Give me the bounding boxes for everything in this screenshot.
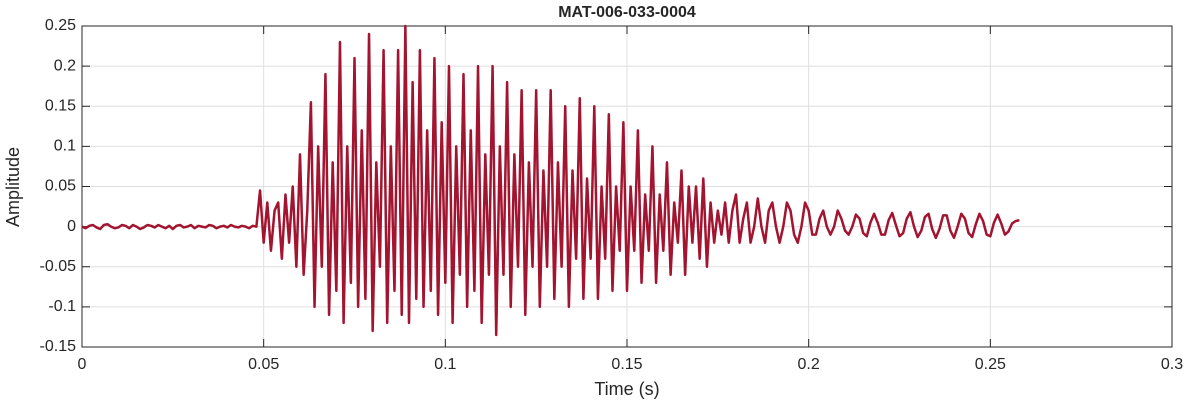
- y-tick-label: -0.15: [40, 338, 77, 355]
- chart-title: MAT-006-033-0004: [558, 4, 696, 21]
- x-tick-label: 0.15: [611, 356, 642, 373]
- y-tick-label: 0.05: [45, 178, 76, 195]
- y-tick-label: 0.15: [45, 97, 76, 114]
- x-tick-label: 0.05: [248, 356, 279, 373]
- x-tick-label: 0.1: [434, 356, 456, 373]
- y-tick-label: -0.1: [48, 298, 76, 315]
- x-axis-label: Time (s): [594, 379, 659, 399]
- x-tick-label: 0: [78, 356, 87, 373]
- y-tick-label: -0.05: [40, 258, 77, 275]
- x-tick-label: 0.25: [975, 356, 1006, 373]
- plot-frame: [81, 25, 1173, 348]
- y-tick-label: 0: [67, 218, 76, 235]
- x-tick-label: 0.2: [798, 356, 820, 373]
- y-tick-label: 0.25: [45, 17, 76, 34]
- y-tick-label: 0.1: [54, 138, 76, 155]
- waveform-line: [81, 24, 1020, 337]
- x-tick-label: 0.3: [1161, 356, 1183, 373]
- y-axis-label: Amplitude: [3, 147, 23, 227]
- y-tick-label: 0.2: [54, 57, 76, 74]
